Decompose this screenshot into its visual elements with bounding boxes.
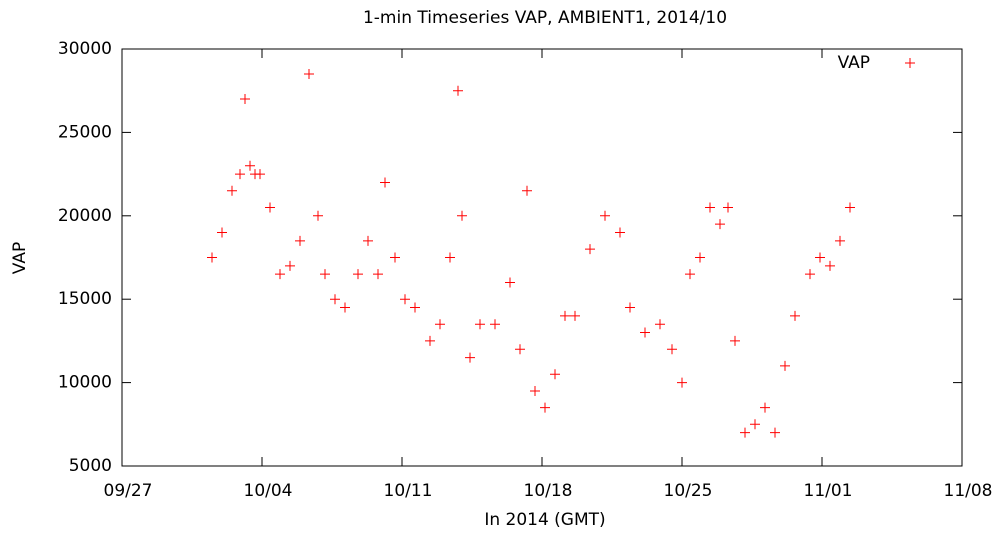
x-tick-label: 10/04: [244, 481, 293, 501]
x-tick-label: 11/08: [944, 481, 993, 501]
point: [625, 302, 635, 313]
point: [560, 310, 570, 321]
point: [730, 335, 740, 346]
point: [522, 185, 532, 196]
point: [445, 252, 455, 263]
x-tick-label: 09/27: [104, 481, 153, 501]
point: [465, 352, 475, 363]
x-tick-label: 10/25: [664, 481, 713, 501]
point: [770, 427, 780, 438]
point: [255, 169, 265, 180]
point: [363, 235, 373, 246]
point: [240, 94, 250, 105]
point: [235, 169, 245, 180]
x-axis-label: In 2014 (GMT): [484, 510, 605, 530]
y-tick-label: 30000: [58, 39, 112, 59]
point: [245, 160, 255, 171]
point: [715, 219, 725, 230]
point: [285, 260, 295, 271]
point: [585, 244, 595, 255]
y-axis-label: VAP: [10, 242, 30, 274]
point: [475, 319, 485, 330]
point: [845, 202, 855, 213]
point: [313, 210, 323, 221]
x-tick-label: 10/18: [524, 481, 573, 501]
point: [275, 269, 285, 280]
point: [435, 319, 445, 330]
point: [750, 419, 760, 430]
point: [695, 252, 705, 263]
point: [373, 269, 383, 280]
point: [677, 377, 687, 388]
point: [640, 327, 650, 338]
legend-marker: [905, 58, 915, 68]
point: [457, 210, 467, 221]
point: [490, 319, 500, 330]
point: [780, 360, 790, 371]
point: [815, 252, 825, 263]
y-tick-label: 20000: [58, 206, 112, 226]
y-tick-label: 10000: [58, 373, 112, 393]
point: [295, 235, 305, 246]
point: [550, 369, 560, 380]
chart-title: 1-min Timeseries VAP, AMBIENT1, 2014/10: [363, 8, 727, 28]
point: [685, 269, 695, 280]
y-tick-label: 5000: [69, 456, 112, 476]
point: [530, 385, 540, 396]
point: [340, 302, 350, 313]
point: [380, 177, 390, 188]
point: [723, 202, 733, 213]
point: [740, 427, 750, 438]
point: [207, 252, 217, 263]
point: [217, 227, 227, 238]
point: [667, 344, 677, 355]
point: [540, 402, 550, 413]
point: [570, 310, 580, 321]
point: [304, 69, 314, 80]
point: [825, 260, 835, 271]
legend-label: VAP: [838, 53, 870, 73]
point: [320, 269, 330, 280]
x-tick-label: 11/01: [804, 481, 853, 501]
y-tick-label: 25000: [58, 122, 112, 142]
point: [655, 319, 665, 330]
point: [410, 302, 420, 313]
point: [505, 277, 515, 288]
point: [353, 269, 363, 280]
y-tick-label: 15000: [58, 289, 112, 309]
point: [705, 202, 715, 213]
x-tick-label: 10/11: [384, 481, 433, 501]
point: [453, 85, 463, 96]
point: [805, 269, 815, 280]
point: [425, 335, 435, 346]
point: [390, 252, 400, 263]
point: [760, 402, 770, 413]
point: [790, 310, 800, 321]
point: [265, 202, 275, 213]
point: [835, 235, 845, 246]
point: [400, 294, 410, 305]
point: [227, 185, 237, 196]
point: [600, 210, 610, 221]
point: [330, 294, 340, 305]
point: [615, 227, 625, 238]
point: [515, 344, 525, 355]
plot-frame: [121, 48, 963, 467]
